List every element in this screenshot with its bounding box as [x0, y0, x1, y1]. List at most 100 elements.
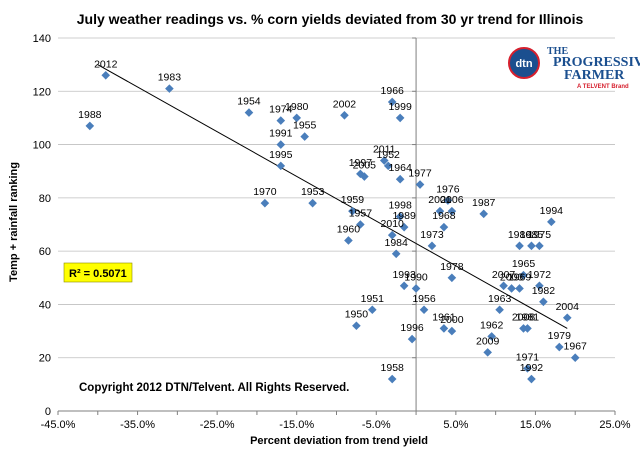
point-label-1993: 1993	[392, 269, 416, 281]
point-label-1954: 1954	[237, 96, 261, 108]
point-label-1991: 1991	[269, 128, 293, 140]
point-label-1958: 1958	[381, 362, 405, 374]
point-label-1951: 1951	[361, 293, 385, 305]
point-label-1987: 1987	[472, 197, 496, 209]
r-squared-annotation: R² = 0.5071	[63, 262, 133, 283]
point-label-2003: 2003	[500, 271, 524, 283]
point-label-1973: 1973	[420, 229, 444, 241]
data-point-1984	[391, 249, 401, 259]
point-label-1972: 1972	[528, 269, 552, 281]
point-label-1969: 1969	[508, 271, 532, 283]
x-tick-labels: -45.0% -35.0% -25.0% -15.0% -5.0% 5.0% 15.0% 25…	[41, 419, 631, 431]
x-tick-label: -45.0%	[41, 419, 76, 431]
point-label-1979: 1979	[548, 330, 572, 342]
data-point-1991	[276, 140, 286, 149]
data-point-1952	[383, 161, 393, 171]
x-tick-label: -5.0%	[362, 419, 391, 431]
point-label-1955: 1955	[293, 120, 317, 132]
logo-farmer: FARMER	[564, 68, 625, 83]
logo-telvent: A TELVENT Brand	[577, 84, 629, 90]
point-label-2000: 2000	[440, 314, 464, 326]
data-point-2006	[447, 206, 457, 216]
data-point-1980	[292, 113, 302, 123]
data-point-1985	[527, 241, 536, 251]
point-label-1995: 1995	[269, 149, 293, 161]
point-label-1998: 1998	[388, 200, 412, 212]
data-point-1982	[539, 297, 548, 307]
y-tick-label: 120	[33, 86, 51, 98]
r-squared-box	[63, 262, 133, 283]
data-point-1959	[348, 206, 357, 216]
point-label-2004: 2004	[556, 301, 580, 313]
point-label-1977: 1977	[408, 168, 432, 180]
data-point-1988	[85, 121, 95, 131]
y-tick-label: 20	[39, 353, 51, 365]
data-point-1957	[356, 220, 365, 229]
y-axis-title: Temp + rainfall ranking	[8, 162, 20, 282]
data-point-1970	[260, 198, 270, 208]
r-squared-label: R² = 0.5071	[69, 268, 127, 280]
data-point-1968	[439, 222, 449, 232]
point-label-1997: 1997	[349, 157, 373, 169]
copyright-text: Copyright 2012 DTN/Telvent. All Rights R…	[79, 382, 349, 394]
point-label-1986: 1986	[508, 229, 532, 241]
point-label-1962: 1962	[480, 319, 504, 331]
x-tick-label: -25.0%	[200, 419, 235, 431]
data-point-1975	[535, 241, 544, 251]
point-label-2010: 2010	[381, 218, 405, 230]
point-label-1974: 1974	[269, 104, 293, 116]
point-label-1960: 1960	[337, 223, 361, 235]
data-points	[85, 71, 580, 384]
data-point-2001	[435, 206, 445, 216]
data-point-1965	[519, 270, 528, 280]
point-label-1952: 1952	[377, 149, 401, 161]
point-label-2009: 2009	[476, 335, 500, 347]
x-axis-title: Percent deviation from trend yield	[250, 435, 428, 447]
point-label-1961: 1961	[432, 311, 456, 323]
data-point-1951	[368, 305, 377, 315]
point-label-1982: 1982	[532, 285, 556, 297]
point-label-1966: 1966	[381, 85, 405, 97]
dtn-badge-icon	[508, 47, 540, 79]
data-point-1958	[387, 374, 397, 384]
data-point-1960	[344, 236, 353, 245]
data-point-2011	[379, 156, 389, 165]
point-label-1964: 1964	[388, 162, 412, 174]
point-label-1992: 1992	[520, 362, 544, 374]
point-label-1976: 1976	[436, 184, 460, 196]
data-point-2010	[387, 230, 397, 240]
trendline-segment	[97, 64, 568, 329]
y-tick-label: 140	[33, 33, 51, 45]
point-label-1999: 1999	[388, 101, 412, 113]
point-label-1968: 1968	[432, 210, 456, 222]
data-point-1961	[439, 324, 449, 333]
data-point-1974	[276, 116, 286, 125]
data-point-2009	[483, 348, 492, 357]
data-point-1972	[535, 281, 544, 291]
data-point-1950	[352, 321, 361, 331]
data-point-2004	[562, 313, 572, 323]
point-label-1981: 1981	[516, 311, 540, 323]
y-tick-labels: 0 20 40 60 80 100 120 140	[33, 33, 51, 418]
data-point-1993	[399, 281, 409, 291]
data-point-1953	[308, 198, 317, 208]
point-label-1996: 1996	[400, 322, 424, 334]
logo-progressive: PROGRESSIVE	[553, 55, 640, 70]
x-tick-label: 25.0%	[599, 419, 630, 431]
data-point-1989	[399, 222, 409, 232]
point-label-2008: 2008	[512, 311, 536, 323]
data-point-2003	[507, 284, 516, 293]
data-point-2005	[360, 172, 369, 181]
data-point-1983	[165, 84, 174, 93]
point-label-2005: 2005	[353, 160, 377, 172]
point-label-1971: 1971	[516, 351, 540, 363]
point-label-2002: 2002	[333, 98, 357, 110]
data-point-1995	[276, 161, 286, 171]
point-label-1988: 1988	[78, 109, 102, 121]
data-point-1956	[419, 305, 429, 315]
data-point-2000	[447, 326, 457, 336]
data-point-1986	[515, 241, 524, 251]
data-point-1996	[407, 334, 417, 344]
